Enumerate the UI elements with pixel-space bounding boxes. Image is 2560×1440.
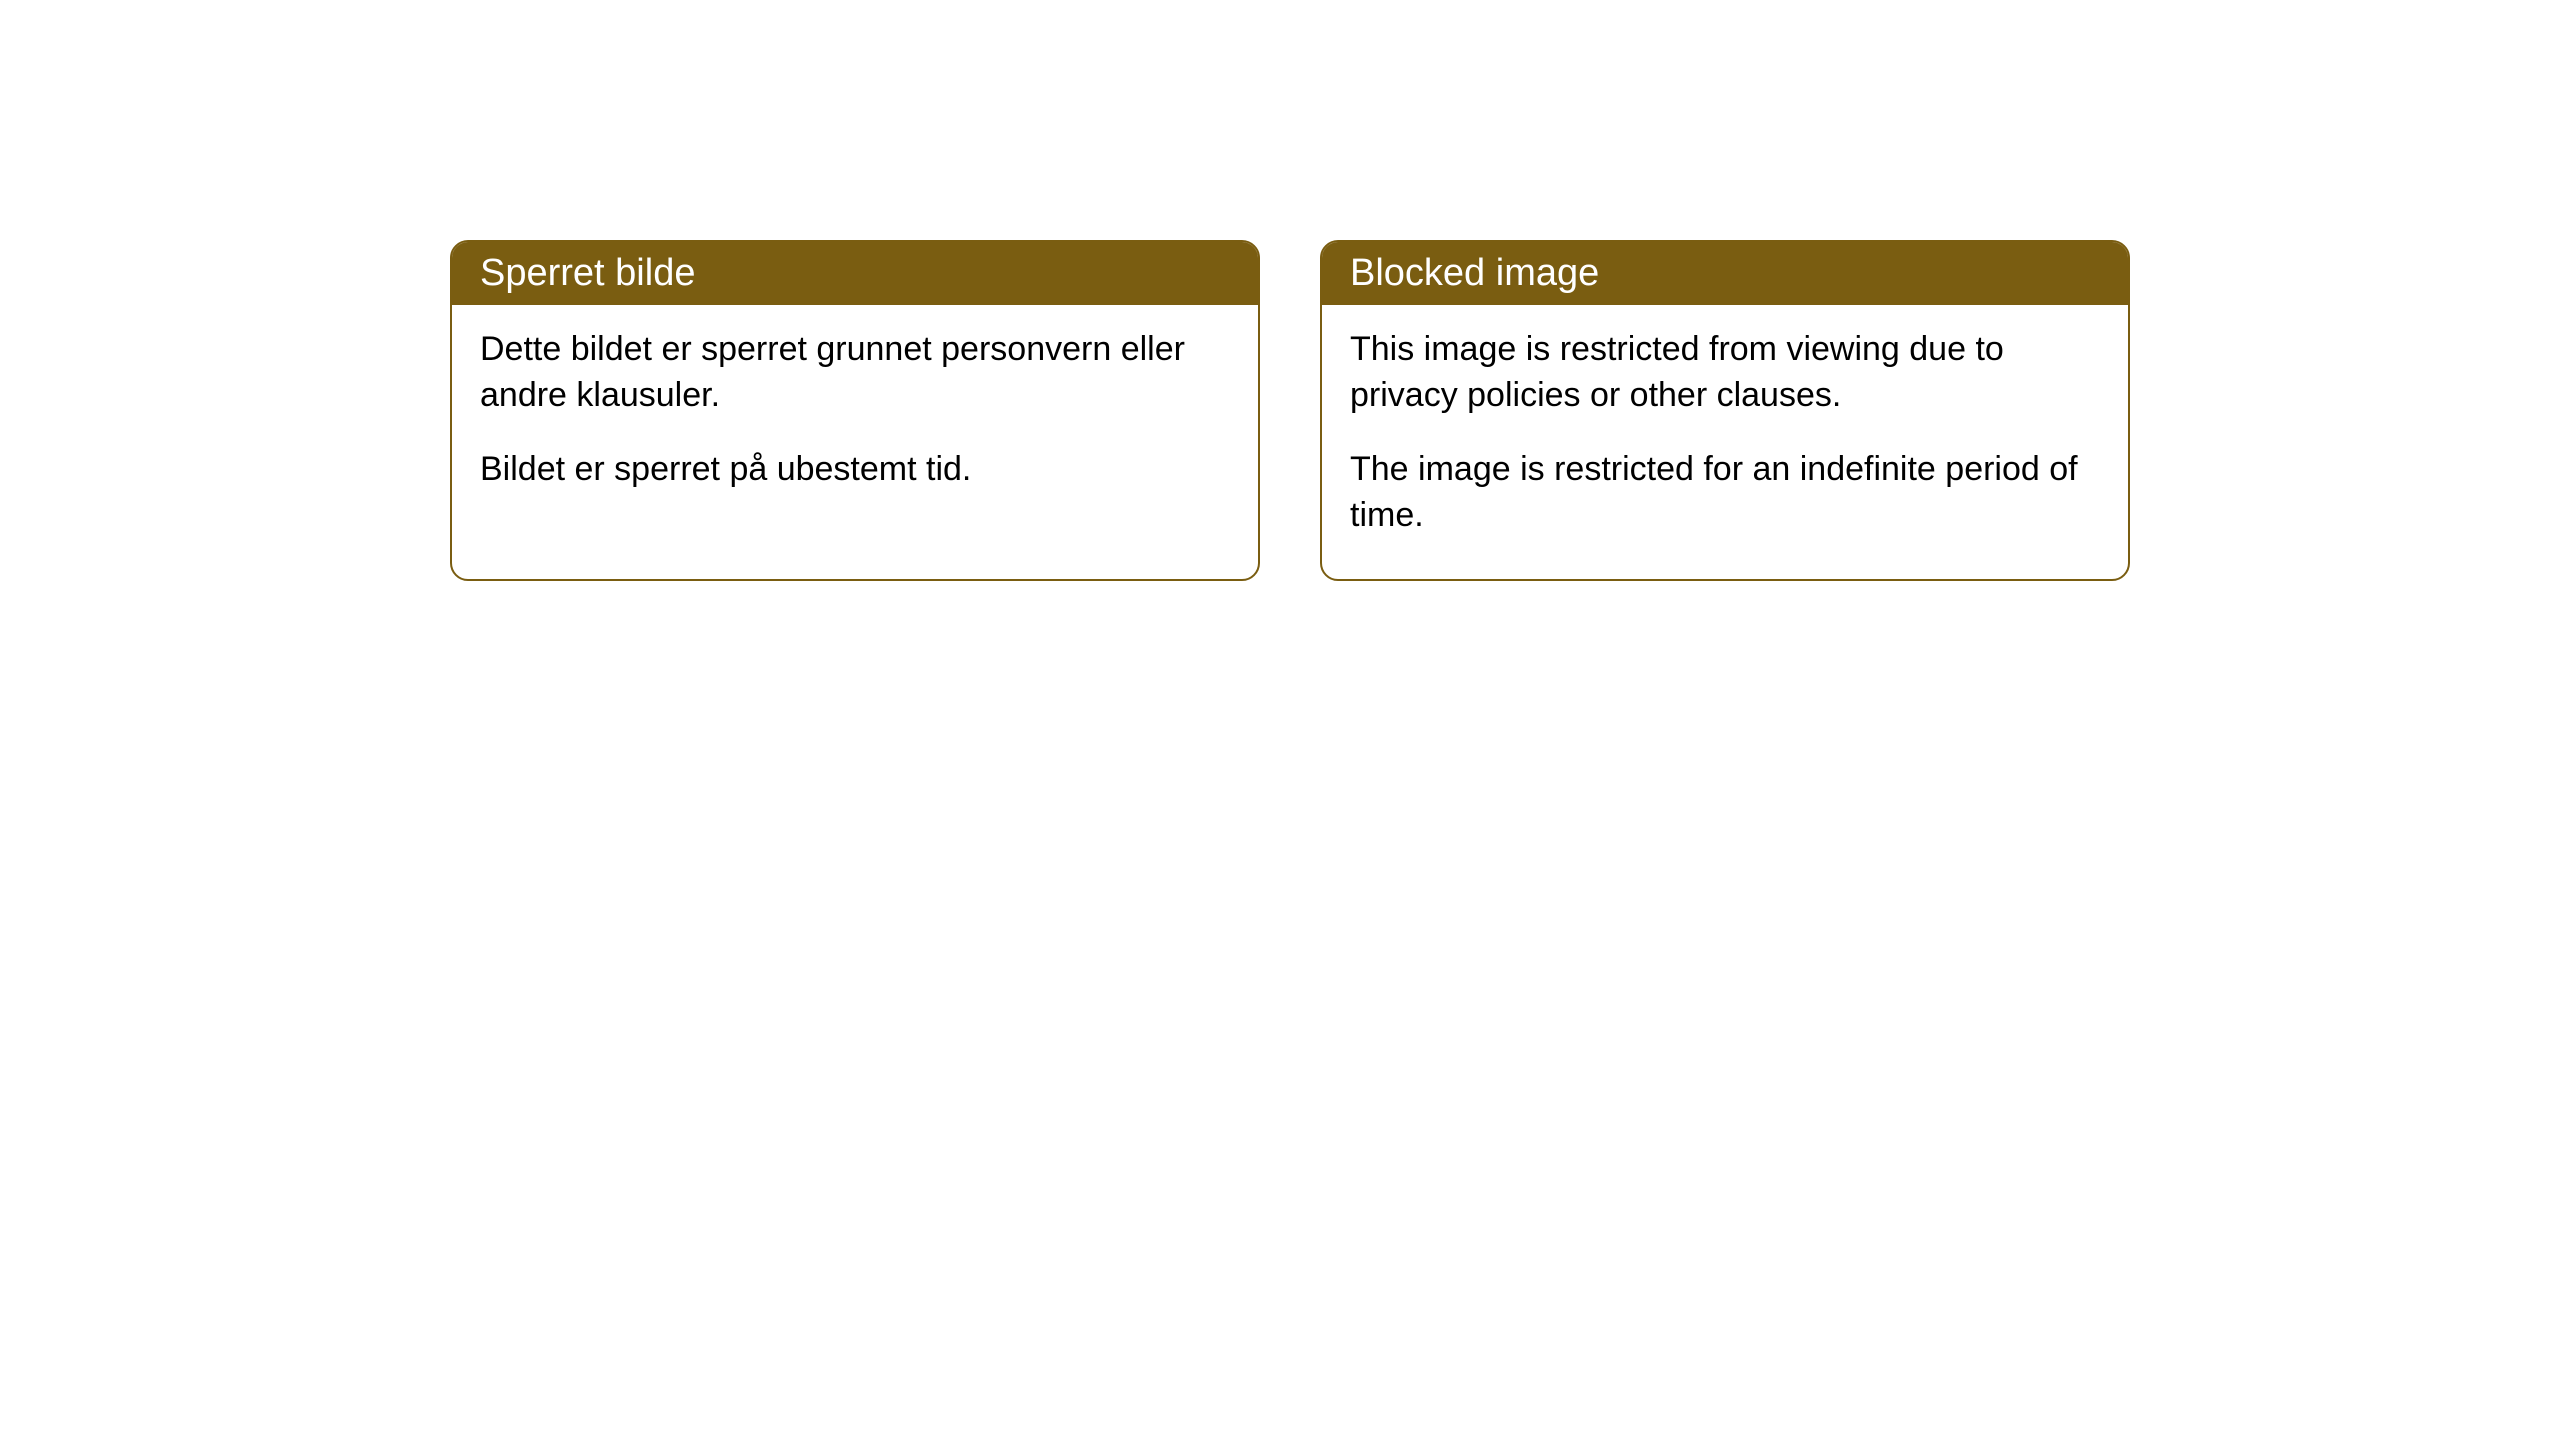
card-paragraph: Bildet er sperret på ubestemt tid.: [480, 447, 1230, 493]
card-paragraph: Dette bildet er sperret grunnet personve…: [480, 327, 1230, 419]
card-header: Blocked image: [1322, 242, 2128, 305]
notice-card-norwegian: Sperret bilde Dette bildet er sperret gr…: [450, 240, 1260, 581]
card-header: Sperret bilde: [452, 242, 1258, 305]
notice-card-english: Blocked image This image is restricted f…: [1320, 240, 2130, 581]
card-title: Sperret bilde: [480, 252, 1230, 295]
card-body: Dette bildet er sperret grunnet personve…: [452, 305, 1258, 533]
card-paragraph: The image is restricted for an indefinit…: [1350, 447, 2100, 539]
card-body: This image is restricted from viewing du…: [1322, 305, 2128, 579]
card-paragraph: This image is restricted from viewing du…: [1350, 327, 2100, 419]
notice-cards-container: Sperret bilde Dette bildet er sperret gr…: [450, 240, 2130, 581]
card-title: Blocked image: [1350, 252, 2100, 295]
